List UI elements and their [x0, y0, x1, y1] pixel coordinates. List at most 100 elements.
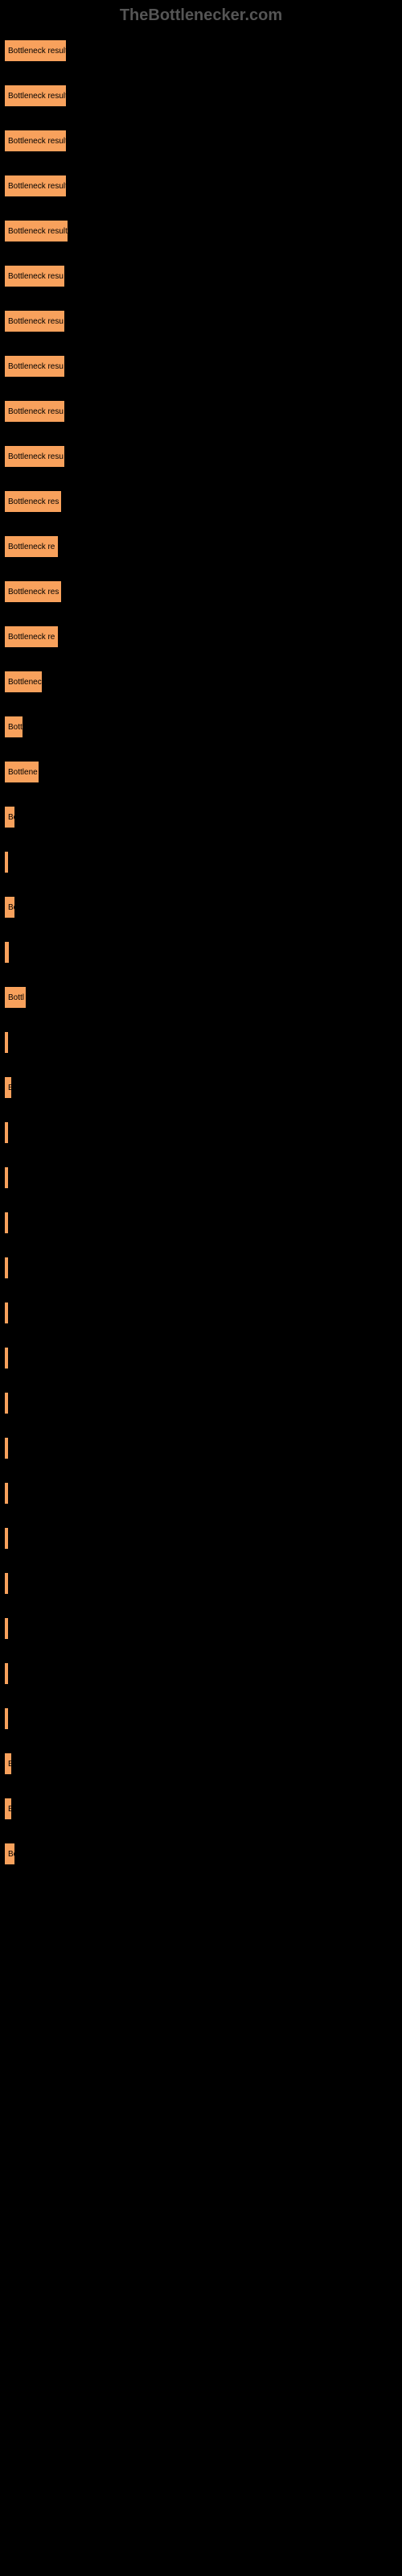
- chart-bar: [4, 1347, 9, 1369]
- bar-row: B: [4, 1076, 398, 1099]
- chart-bar: Bottleneck resu: [4, 310, 65, 332]
- bar-row: Bottlenec: [4, 671, 398, 693]
- chart-bar: Bottleneck re: [4, 535, 59, 558]
- bar-label: Bo: [8, 813, 15, 822]
- chart-bar: Bottleneck res: [4, 490, 62, 513]
- chart-bar: B: [4, 1752, 12, 1775]
- chart-bar: [4, 1617, 9, 1640]
- bar-label: Bottleneck result: [8, 227, 68, 236]
- bar-row: [4, 1482, 398, 1505]
- bar-row: Bottl: [4, 986, 398, 1009]
- bar-chart: Bottleneck result Bottleneck result Bottle…: [0, 31, 402, 1896]
- chart-bar: [4, 941, 10, 964]
- bar-row: Bottleneck resu: [4, 310, 398, 332]
- bar-row: [4, 1527, 398, 1550]
- chart-bar: [4, 851, 9, 873]
- bar-row: B: [4, 1798, 398, 1820]
- bar-row: [4, 1031, 398, 1054]
- bar-row: [4, 1121, 398, 1144]
- chart-bar: Bo: [4, 896, 15, 919]
- chart-bar: Bottleneck result: [4, 130, 67, 152]
- chart-bar: Bottleneck resu: [4, 445, 65, 468]
- bar-label: Bo: [8, 903, 15, 912]
- chart-bar: Bottlenec: [4, 671, 43, 693]
- chart-bar: Bottleneck resu: [4, 265, 65, 287]
- chart-bar: [4, 1482, 9, 1505]
- bar-row: Bottleneck result: [4, 175, 398, 197]
- bar-label: Bo: [8, 1850, 15, 1859]
- bar-row: [4, 1617, 398, 1640]
- bar-row: [4, 851, 398, 873]
- chart-bar: B: [4, 1076, 12, 1099]
- bar-label: Bottleneck resu: [8, 362, 64, 371]
- bar-row: [4, 1707, 398, 1730]
- bar-row: Bottleneck result: [4, 85, 398, 107]
- chart-bar: [4, 1212, 9, 1234]
- chart-bar: Bottleneck resu: [4, 355, 65, 378]
- bar-row: [4, 941, 398, 964]
- bar-label: Bottleneck res: [8, 588, 59, 597]
- bar-row: [4, 1347, 398, 1369]
- bar-row: Bottleneck resu: [4, 355, 398, 378]
- chart-bar: Bottleneck result: [4, 175, 67, 197]
- bar-label: Bottleneck resu: [8, 407, 64, 416]
- bar-row: [4, 1302, 398, 1324]
- bar-label: Bott: [8, 723, 23, 732]
- bar-row: [4, 1437, 398, 1459]
- chart-bar: Bottleneck result: [4, 85, 67, 107]
- chart-bar: [4, 1302, 9, 1324]
- bar-row: Bo: [4, 1843, 398, 1865]
- chart-bar: Bo: [4, 806, 15, 828]
- bar-row: Bottlene: [4, 761, 398, 783]
- bar-row: [4, 1572, 398, 1595]
- bar-label: Bottleneck resu: [8, 317, 64, 326]
- bar-row: Bott: [4, 716, 398, 738]
- bar-row: [4, 1212, 398, 1234]
- bar-row: Bottleneck result: [4, 39, 398, 62]
- chart-bar: Bottleneck resu: [4, 400, 65, 423]
- bar-label: Bottleneck resu: [8, 452, 64, 461]
- chart-bar: [4, 1437, 9, 1459]
- bar-row: Bottleneck re: [4, 535, 398, 558]
- bar-label: Bottlene: [8, 768, 38, 777]
- chart-bar: [4, 1527, 9, 1550]
- chart-bar: [4, 1257, 9, 1279]
- bar-row: Bottleneck result: [4, 130, 398, 152]
- bar-row: Bottleneck result: [4, 220, 398, 242]
- chart-bar: [4, 1166, 9, 1189]
- bar-row: [4, 1166, 398, 1189]
- bar-label: Bottleneck resu: [8, 272, 64, 281]
- bar-row: Bottleneck resu: [4, 400, 398, 423]
- bar-label: Bottleneck result: [8, 47, 67, 56]
- chart-bar: Bottlene: [4, 761, 39, 783]
- bar-row: Bottleneck resu: [4, 265, 398, 287]
- chart-bar: [4, 1707, 9, 1730]
- bar-label: Bottleneck re: [8, 543, 55, 551]
- bar-label: B: [8, 1760, 12, 1769]
- watermark-text: TheBottlenecker.com: [0, 0, 402, 31]
- bar-row: [4, 1257, 398, 1279]
- chart-bar: [4, 1031, 9, 1054]
- chart-bar: [4, 1572, 9, 1595]
- bar-row: Bottleneck resu: [4, 445, 398, 468]
- chart-bar: B: [4, 1798, 12, 1820]
- bar-label: Bottleneck re: [8, 633, 55, 642]
- bar-row: Bottleneck re: [4, 625, 398, 648]
- chart-bar: [4, 1662, 9, 1685]
- chart-bar: [4, 1392, 9, 1414]
- chart-bar: Bo: [4, 1843, 15, 1865]
- bar-label: B: [8, 1084, 12, 1092]
- chart-bar: Bottleneck res: [4, 580, 62, 603]
- bar-label: Bottleneck result: [8, 182, 67, 191]
- chart-bar: Bottl: [4, 986, 27, 1009]
- chart-bar: Bottleneck result: [4, 39, 67, 62]
- bar-label: Bottleneck result: [8, 137, 67, 146]
- chart-bar: [4, 1121, 9, 1144]
- chart-bar: Bottleneck re: [4, 625, 59, 648]
- bar-row: Bo: [4, 896, 398, 919]
- chart-bar: Bottleneck result: [4, 220, 68, 242]
- bar-row: Bottleneck res: [4, 580, 398, 603]
- bar-row: [4, 1662, 398, 1685]
- bar-row: [4, 1392, 398, 1414]
- bar-row: Bottleneck res: [4, 490, 398, 513]
